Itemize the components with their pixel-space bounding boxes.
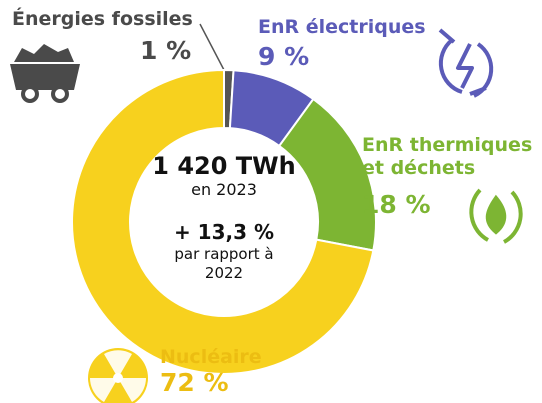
nuclear-icon [88, 348, 148, 403]
coal-icon [10, 44, 80, 103]
electric-icon [438, 28, 494, 98]
leader-line [199, 23, 225, 71]
value-label: 1 % [140, 36, 192, 65]
slice-label: Énergies fossiles [12, 8, 193, 30]
center-year: en 2023 [191, 180, 257, 199]
value-label: 9 % [258, 42, 310, 71]
slice-label: Nucléaire [160, 346, 262, 368]
center-change: + 13,3 % [173, 220, 275, 244]
slice [71, 68, 375, 375]
center-comparison: par rapport à 2022 [174, 245, 274, 282]
value-label: 72 % [160, 368, 229, 397]
value-label: 18 % [362, 190, 431, 219]
slice-label: EnR thermiques et déchets [362, 134, 533, 179]
thermal-icon [469, 188, 523, 244]
center-total: 1 420 TWh [152, 152, 296, 180]
slice-label: EnR électriques [258, 16, 426, 38]
